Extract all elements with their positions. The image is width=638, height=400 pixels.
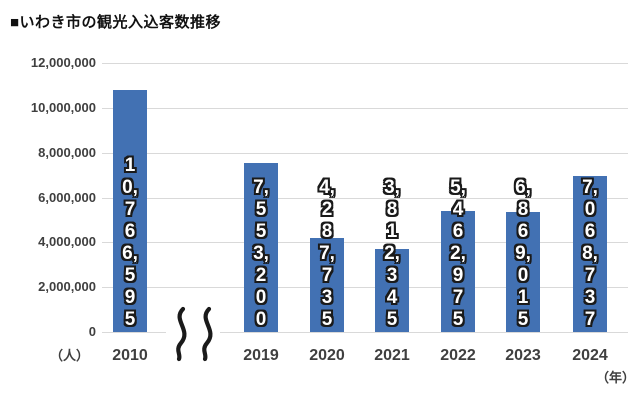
y-tick-label: 6,000,000: [38, 189, 96, 205]
y-tick-label: 0: [88, 324, 96, 339]
x-tick-label: 2024: [572, 347, 608, 364]
bar-value-label: 3, 8 1 2, 3 4 5: [384, 177, 400, 330]
gridline: [102, 287, 628, 289]
y-axis-unit-label: （人）: [50, 348, 90, 363]
bar-2022: [441, 211, 475, 332]
gridline: [102, 242, 628, 244]
bar-2024: [573, 176, 607, 332]
y-tick-label: 2,000,000: [38, 279, 96, 295]
bar-value-label: 7, 5 5 3, 2 0 0: [253, 177, 269, 330]
bar-2021: [375, 249, 409, 332]
chart-title: ■いわき市の観光入込客数推移: [10, 14, 222, 31]
bar-value-label: 6, 8 6 9, 0 1 5: [515, 177, 531, 330]
bar-2019: [244, 163, 278, 332]
gridline: [102, 332, 628, 333]
gridline: [102, 107, 628, 109]
gridline: [102, 152, 628, 154]
x-tick-label: 2022: [440, 347, 476, 364]
gridline: [102, 63, 628, 64]
bar-value-label: 7, 0 6 8, 7 3 7: [582, 177, 598, 330]
x-tick-label: 2020: [309, 347, 345, 364]
bar-value-label: 1 0, 7 6 6, 5 9 5: [122, 155, 138, 330]
x-tick-label: 2010: [112, 347, 148, 364]
bar-value-label: 4, 2 8 7, 7 3 5: [319, 177, 335, 330]
bar-2010: [113, 90, 147, 332]
x-tick-label: 2019: [243, 347, 279, 364]
x-axis-unit-label: （年）: [596, 370, 636, 385]
axis-break-mask: [166, 328, 220, 337]
bar-2020: [310, 238, 344, 332]
y-tick-label: 12,000,000: [30, 55, 96, 70]
y-tick-label: 4,000,000: [38, 234, 96, 250]
y-tick-label: 10,000,000: [30, 99, 96, 115]
x-tick-label: 2021: [374, 347, 410, 364]
bar-value-label: 5, 4 6 2, 9 7 5: [450, 177, 466, 330]
axis-break-icon: [176, 306, 213, 362]
x-tick-label: 2023: [505, 347, 541, 364]
y-tick-label: 8,000,000: [38, 144, 96, 160]
gridline: [102, 197, 628, 199]
bar-2023: [506, 212, 540, 332]
